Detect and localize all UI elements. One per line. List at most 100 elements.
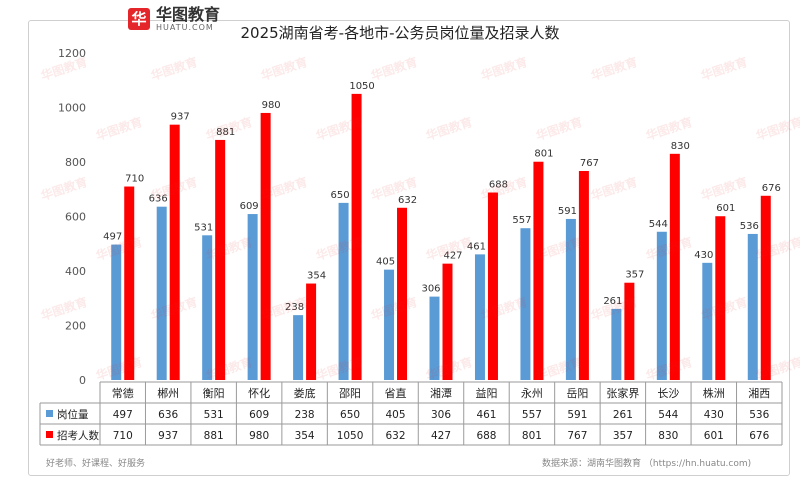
bar-positions <box>611 308 622 380</box>
brand-logo: 华 华图教育 HUATU.COM <box>128 4 220 34</box>
table-value: 357 <box>613 430 633 442</box>
data-label: 710 <box>125 174 144 185</box>
brand-name: 华图教育 <box>156 4 221 24</box>
bar-applicants <box>306 283 317 380</box>
category-label: 张家界 <box>606 386 639 400</box>
footer-source: 数据来源：湖南华图教育 （https://hn.huatu.com) <box>542 459 752 469</box>
bar-applicants <box>351 93 362 380</box>
bar-positions <box>156 206 167 380</box>
table-value: 430 <box>704 409 724 421</box>
table-value: 497 <box>113 409 133 421</box>
chart-title: 2025湖南省考-各地市-公务员岗位量及招录人数 <box>240 24 560 42</box>
data-label: 980 <box>262 100 281 111</box>
legend-label: 岗位量 <box>57 408 89 421</box>
bar-applicants <box>442 263 453 380</box>
y-tick-label: 600 <box>65 211 86 224</box>
table-value: 767 <box>567 430 587 442</box>
bar-applicants <box>533 161 544 380</box>
y-tick-label: 800 <box>65 156 86 169</box>
data-label: 531 <box>194 222 213 233</box>
category-label: 省直 <box>385 386 407 400</box>
y-tick-label: 1200 <box>58 47 86 60</box>
data-label: 676 <box>762 183 781 194</box>
data-label: 557 <box>512 215 531 226</box>
data-label: 609 <box>240 201 259 212</box>
data-label: 357 <box>625 270 644 281</box>
category-label: 邵阳 <box>339 387 361 400</box>
table-value: 261 <box>613 409 633 421</box>
category-label: 益阳 <box>475 386 497 400</box>
bar-positions <box>247 214 258 380</box>
bar-positions <box>384 269 395 380</box>
bar-applicants <box>715 216 726 380</box>
category-label: 郴州 <box>157 386 179 400</box>
data-label: 650 <box>331 190 350 201</box>
table-value: 531 <box>204 409 224 421</box>
legend-swatch <box>46 431 53 438</box>
bar-positions <box>474 254 485 380</box>
bar-applicants <box>169 124 180 380</box>
bar-applicants <box>624 282 635 380</box>
table-value: 830 <box>658 430 678 442</box>
data-label: 591 <box>558 206 577 217</box>
data-label: 238 <box>285 302 304 313</box>
table-value: 632 <box>386 430 406 442</box>
legend-label: 招考人数 <box>57 429 99 442</box>
y-tick-label: 400 <box>65 265 86 278</box>
bar-positions <box>111 244 122 380</box>
data-label: 767 <box>580 158 599 169</box>
bar-positions <box>702 262 713 380</box>
bar-applicants <box>397 207 408 380</box>
table-value: 306 <box>431 409 451 421</box>
data-label: 881 <box>216 127 235 138</box>
bar-positions <box>520 228 531 380</box>
table-value: 405 <box>386 409 406 421</box>
table-value: 688 <box>476 430 496 442</box>
table-value: 461 <box>476 409 496 421</box>
table-value: 557 <box>522 409 542 421</box>
table-value: 676 <box>749 430 769 442</box>
data-label: 632 <box>398 195 417 206</box>
bar-applicants <box>260 112 271 380</box>
bar-positions <box>747 233 758 380</box>
bar-applicants <box>760 195 771 380</box>
table-value: 980 <box>249 430 269 442</box>
bar-positions <box>656 231 667 380</box>
category-label: 衡阳 <box>203 387 225 400</box>
table-value: 881 <box>204 430 224 442</box>
y-tick-label: 1000 <box>58 102 86 115</box>
legend-swatch <box>46 410 53 417</box>
bar-positions <box>429 296 440 380</box>
footer-slogan: 好老师、好课程、好服务 <box>46 459 146 469</box>
y-tick-label: 0 <box>79 374 86 387</box>
data-label: 536 <box>740 221 759 232</box>
data-label: 601 <box>716 203 735 214</box>
data-label: 405 <box>376 257 395 268</box>
y-tick-label: 200 <box>65 320 86 333</box>
bar-applicants <box>669 153 680 380</box>
table-value: 636 <box>158 409 178 421</box>
chart-frame <box>28 20 790 476</box>
bar-applicants <box>124 186 135 380</box>
table-value: 1050 <box>337 430 364 442</box>
table-value: 601 <box>704 430 724 442</box>
category-label: 岳阳 <box>566 387 588 400</box>
data-label: 937 <box>171 112 190 123</box>
logo-icon: 华 <box>128 8 150 30</box>
category-label: 长沙 <box>657 387 679 400</box>
table-value: 650 <box>340 409 360 421</box>
data-label: 427 <box>443 251 462 262</box>
data-label: 354 <box>307 271 326 282</box>
bar-positions <box>202 235 213 380</box>
category-label: 株洲 <box>703 386 725 400</box>
bar-positions <box>293 315 304 380</box>
table-value: 354 <box>295 430 315 442</box>
bar-applicants <box>487 192 498 380</box>
data-label: 306 <box>421 284 440 295</box>
data-label: 688 <box>489 180 508 191</box>
category-label: 永州 <box>521 386 543 400</box>
data-label: 801 <box>534 149 553 160</box>
category-label: 怀化 <box>248 386 270 400</box>
data-label: 1050 <box>349 81 374 92</box>
